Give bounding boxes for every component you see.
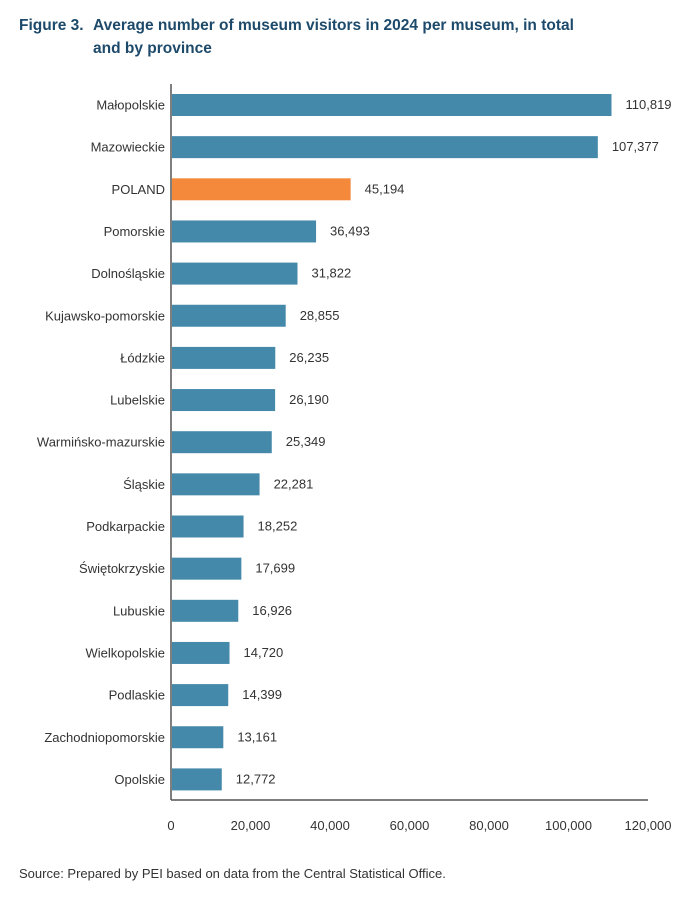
value-label: 14,720 (244, 645, 284, 660)
bar (172, 431, 272, 454)
value-label: 14,399 (242, 687, 282, 702)
bar (172, 94, 612, 116)
bar (172, 641, 230, 664)
category-label: Mazowieckie (91, 140, 165, 155)
bar (172, 304, 286, 327)
category-label: Opolskie (114, 772, 165, 787)
category-label: Pomorskie (104, 224, 165, 239)
category-label: Podlaskie (109, 688, 165, 703)
category-label: Kujawsko-pomorskie (45, 308, 165, 323)
bar-poland (172, 178, 351, 201)
bars-group (172, 94, 612, 791)
value-label: 13,161 (237, 729, 277, 744)
value-label: 26,190 (289, 392, 329, 407)
value-label: 45,194 (365, 181, 405, 196)
value-label: 31,822 (311, 266, 351, 281)
category-label: Warmińsko-mazurskie (37, 435, 165, 450)
category-label: Lubuskie (113, 603, 165, 618)
category-label: POLAND (112, 182, 165, 197)
x-tick-label: 0 (167, 818, 174, 833)
bar (172, 136, 598, 159)
x-tick-label: 120,000 (625, 818, 672, 833)
bar (172, 473, 260, 496)
category-label: Świętokrzyskie (79, 561, 165, 576)
bar-chart: Małopolskie Mazowieckie POLAND Pomorskie Dol… (37, 84, 672, 833)
x-tick-label: 80,000 (469, 818, 509, 833)
x-tick-label: 20,000 (231, 818, 271, 833)
bar (172, 684, 229, 707)
category-label: Małopolskie (96, 98, 165, 113)
bar (172, 346, 276, 369)
bar (172, 726, 224, 749)
value-label: 107,377 (612, 139, 659, 154)
bar (172, 599, 239, 622)
figure-title-text: Average number of museum visitors in 202… (93, 17, 574, 57)
value-labels: 110,819 107,377 45,194 36,493 31,822 28,855 26… (236, 97, 672, 786)
bar (172, 768, 222, 791)
value-label: 22,281 (274, 476, 314, 491)
category-labels: Małopolskie Mazowieckie POLAND Pomorskie Dol… (37, 98, 165, 787)
category-label: Wielkopolskie (86, 645, 165, 660)
category-label: Dolnośląskie (91, 266, 165, 281)
x-tick-label: 100,000 (545, 818, 592, 833)
source-note: Source: Prepared by PEI based on data fr… (19, 866, 446, 881)
value-label: 36,493 (330, 223, 370, 238)
category-label: Lubelskie (110, 393, 165, 408)
bar (172, 557, 242, 580)
bar (172, 515, 244, 538)
x-tick-label: 60,000 (390, 818, 430, 833)
value-label: 17,699 (255, 561, 295, 576)
value-label: 18,252 (258, 519, 298, 534)
x-tick-labels: 0 20,000 40,000 60,000 80,000 100,000 120,000 (167, 818, 671, 833)
value-label: 110,819 (626, 97, 672, 112)
category-label: Śląskie (123, 477, 165, 492)
value-label: 16,926 (252, 603, 292, 618)
category-label: Podkarpackie (86, 519, 165, 534)
category-label: Zachodniopomorskie (44, 730, 165, 745)
bar (172, 262, 298, 285)
category-label: Łódzkie (120, 350, 165, 365)
value-label: 28,855 (300, 308, 340, 323)
x-tick-label: 40,000 (310, 818, 350, 833)
value-label: 12,772 (236, 771, 276, 786)
bar (172, 220, 317, 243)
value-label: 26,235 (289, 350, 329, 365)
figure-number: Figure 3. (19, 17, 84, 34)
bar (172, 389, 276, 412)
value-label: 25,349 (286, 434, 326, 449)
